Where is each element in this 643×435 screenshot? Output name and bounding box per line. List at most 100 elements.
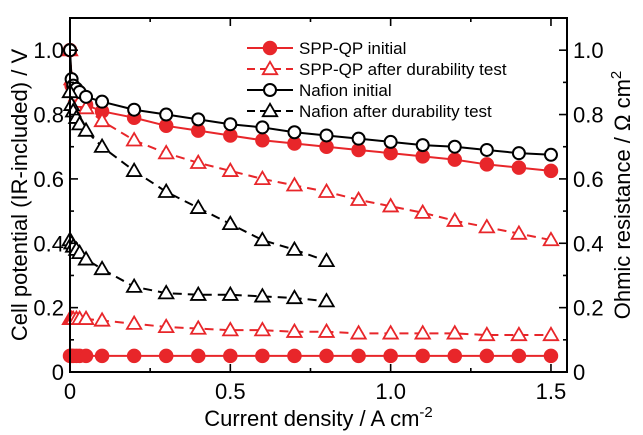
data-point	[159, 107, 174, 122]
data-point	[253, 231, 272, 247]
legend: SPP-QP initial SPP-QP after durability te…	[247, 39, 507, 121]
data-point	[317, 182, 336, 198]
data-point	[317, 292, 336, 308]
y-tick-label: 0.8	[33, 103, 64, 128]
series-5	[61, 309, 560, 342]
data-point	[351, 348, 366, 364]
data-point	[511, 348, 527, 364]
x-axis-title-sup: -2	[419, 404, 432, 421]
y2-tick-label: 0.6	[573, 167, 604, 192]
data-point	[255, 348, 270, 364]
y-tick-label: 1.0	[33, 38, 64, 63]
data-point	[381, 197, 400, 213]
data-point	[95, 94, 110, 109]
data-point	[78, 348, 94, 364]
data-point	[413, 324, 432, 340]
data-point	[93, 311, 111, 327]
data-point	[543, 348, 559, 364]
data-point	[77, 309, 95, 325]
data-point	[543, 147, 558, 162]
data-point	[287, 348, 302, 364]
data-point	[126, 348, 142, 364]
data-point	[285, 176, 304, 192]
data-point	[446, 324, 464, 340]
data-point	[381, 324, 400, 340]
data-point	[77, 250, 95, 266]
data-point	[253, 169, 272, 185]
data-point	[447, 139, 462, 154]
data-point	[349, 190, 368, 206]
data-point	[478, 218, 496, 234]
y-tick-label: 0.2	[33, 296, 64, 321]
legend-label: SPP-QP after durability test	[299, 60, 507, 79]
series-3	[61, 83, 336, 268]
data-point	[125, 277, 143, 293]
data-point	[543, 163, 559, 179]
data-point	[157, 317, 175, 334]
data-point	[479, 348, 495, 364]
data-point	[221, 161, 240, 177]
data-point	[189, 285, 208, 301]
data-point	[446, 211, 464, 227]
data-point	[70, 243, 89, 260]
x-axis-title-main: Current density / A cm	[204, 406, 419, 431]
legend-label: SPP-QP initial	[299, 39, 406, 58]
data-point	[77, 121, 95, 137]
data-point	[255, 133, 270, 148]
data-point	[94, 348, 110, 364]
y2-axis-title: Ohmic resistance / Ω cm2	[608, 71, 635, 320]
data-point	[287, 125, 302, 140]
data-point	[510, 326, 528, 342]
legend-marker	[263, 83, 277, 97]
data-point	[285, 288, 304, 305]
legend-marker	[262, 40, 278, 56]
y2-tick-label: 0.4	[573, 231, 604, 256]
series-layer	[61, 41, 560, 364]
data-point	[93, 111, 111, 128]
series-line	[70, 317, 551, 336]
data-point	[189, 319, 208, 335]
data-point	[415, 138, 430, 153]
data-point	[511, 160, 527, 175]
data-point	[70, 115, 89, 131]
y-axis-title: Cell potential (IR-included) / V	[7, 49, 32, 342]
data-point	[317, 251, 336, 268]
data-point	[223, 348, 238, 364]
data-point	[413, 203, 432, 219]
data-point	[383, 348, 398, 364]
data-point	[191, 348, 206, 364]
data-point	[77, 99, 95, 115]
data-point	[157, 144, 175, 160]
y-axis-title-main: Cell potential (IR-included) / V	[7, 49, 32, 342]
x-tick-label: 0	[64, 379, 76, 404]
data-point	[158, 348, 174, 364]
y-tick-label: 0	[52, 360, 64, 385]
x-tick-label: 1.0	[375, 379, 406, 404]
data-point	[415, 348, 430, 364]
data-point	[479, 157, 495, 172]
y2-axis-title-sup: 2	[608, 71, 625, 79]
data-point	[542, 231, 560, 247]
data-point	[189, 153, 208, 169]
data-point	[221, 214, 240, 231]
legend-label: Nafion after durability test	[299, 102, 492, 121]
plot-frame	[69, 17, 568, 373]
data-point	[79, 89, 94, 104]
data-point	[447, 348, 463, 364]
data-point	[478, 326, 496, 342]
y2-tick-label: 0.2	[573, 296, 604, 321]
data-point	[189, 198, 208, 214]
data-point	[127, 102, 142, 117]
y2-tick-label: 0	[573, 360, 585, 385]
data-point	[479, 142, 494, 157]
data-point	[191, 112, 206, 127]
data-point	[349, 324, 368, 340]
legend-marker	[261, 102, 279, 118]
data-point	[285, 322, 304, 338]
data-point	[511, 146, 526, 161]
data-point	[221, 285, 240, 301]
data-point	[510, 224, 528, 240]
x-tick-label: 1.5	[536, 379, 567, 404]
axis-ticks: 0 0.5 1.0 1.500.20.40.60.81.000.20.40.60.81…	[33, 17, 604, 404]
